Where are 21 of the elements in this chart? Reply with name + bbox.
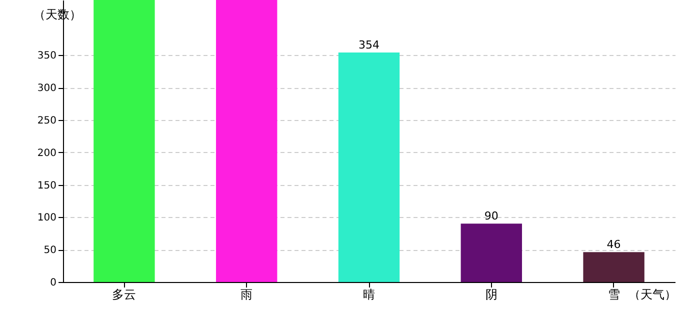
bar [216, 0, 278, 282]
x-tick-label: 多云 [112, 288, 136, 302]
y-tick-label: 200 [37, 148, 56, 159]
x-tick-label: 雨 [240, 288, 253, 302]
data-label: 354 [358, 38, 380, 52]
y-tick-label: 350 [37, 50, 56, 62]
y-tick-label: 300 [37, 83, 56, 94]
data-label: 90 [484, 210, 498, 223]
y-tick-label: 150 [37, 180, 56, 192]
bar [460, 224, 522, 282]
y-tick-label: 50 [44, 245, 56, 256]
bar [583, 252, 644, 282]
bar [94, 0, 155, 282]
y-tick-label: 250 [37, 115, 56, 126]
x-tick-label: 阴 [485, 288, 498, 302]
y-tick-label: 0 [50, 278, 56, 288]
x-tick-label: 晴 [363, 288, 375, 302]
y-tick-label: 100 [37, 212, 56, 224]
bar [338, 52, 400, 282]
x-tick-label: 雪 [608, 288, 620, 302]
data-label: 46 [606, 238, 621, 252]
